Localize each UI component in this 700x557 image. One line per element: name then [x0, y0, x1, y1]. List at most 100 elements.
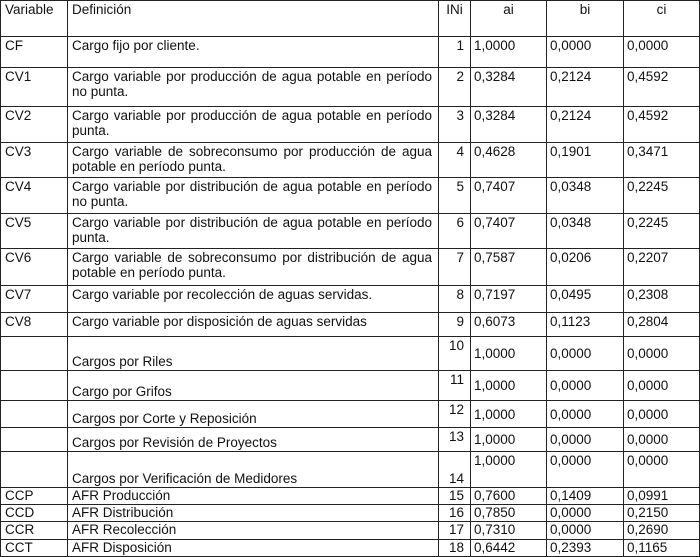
cell-bi: 0,0348 [546, 213, 624, 249]
cell-variable: CV1 [0, 67, 68, 107]
cell-ci: 0,2690 [623, 521, 700, 540]
cell-bi: 0,0348 [546, 177, 624, 214]
cell-ci: 0,2245 [623, 177, 700, 214]
cell-bi: 0,0000 [546, 36, 624, 68]
cell-bi: 0,0000 [546, 504, 624, 522]
cell-ai: 0,4628 [470, 142, 547, 178]
cell-bi: 0,0000 [546, 427, 624, 452]
cell-variable: CV4 [0, 177, 68, 214]
cell-ini: 4 [438, 142, 471, 178]
cell-ci: 0,4592 [623, 106, 700, 143]
cell-variable [0, 336, 68, 371]
cell-variable: CV8 [0, 312, 68, 337]
cell-definicion: Cargos por Revisión de Proyectos [67, 427, 439, 452]
cell-ai: 0,7850 [470, 504, 547, 522]
cell-ci: 0,0000 [623, 400, 700, 428]
cell-variable: CV5 [0, 213, 68, 249]
header-bi: bi [546, 0, 624, 37]
table-row: CV7 Cargo variable por recolección de agu… [0, 285, 700, 313]
cell-ai: 0,7587 [470, 248, 547, 286]
header-row: Variable Definición INi ai bi ci [0, 0, 700, 37]
cell-ai: 1,0000 [470, 36, 547, 68]
cell-definicion: AFR Recolección [67, 521, 439, 540]
cell-ci: 0,2308 [623, 285, 700, 313]
cell-bi: 0,0000 [546, 521, 624, 540]
table-row: Cargos por Corte y Reposición 12 1,0000 0,0… [0, 400, 700, 428]
cell-ini: 17 [438, 521, 471, 540]
cell-ini: 15 [438, 487, 471, 505]
cell-variable: CCD [0, 504, 68, 522]
cell-ini: 12 [438, 400, 471, 428]
table-row: CCT AFR Disposición 18 0,6442 0,2393 0,1165 [0, 539, 700, 557]
cell-ai: 0,7407 [470, 213, 547, 249]
cell-ci: 0,3471 [623, 142, 700, 178]
cell-bi: 0,2124 [546, 106, 624, 143]
cell-ci: 0,2150 [623, 504, 700, 522]
cell-variable [0, 400, 68, 428]
cell-ini: 9 [438, 312, 471, 337]
cell-ai: 0,7407 [470, 177, 547, 214]
table-row: CV3 Cargo variable de sobreconsumo por pr… [0, 142, 700, 178]
cell-bi: 0,2393 [546, 539, 624, 557]
table-row: Cargos por Revisión de Proyectos 13 1,0000… [0, 427, 700, 452]
cell-definicion: Cargo por Grifos [67, 370, 439, 401]
cell-variable [0, 370, 68, 401]
cell-variable: CCR [0, 521, 68, 540]
cell-definicion: Cargos por Verificación de Medidores [67, 451, 439, 488]
cell-definicion: Cargo variable por producción de agua po… [67, 67, 439, 107]
cell-ci: 0,2804 [623, 312, 700, 337]
cell-ini: 14 [438, 451, 471, 488]
cell-definicion: Cargo variable por distribución de agua … [67, 213, 439, 249]
header-ci: ci [623, 0, 700, 37]
cell-ai: 0,7310 [470, 521, 547, 540]
cell-ci: 0,0000 [623, 451, 700, 488]
cell-variable: CV6 [0, 248, 68, 286]
cell-definicion: Cargo fijo por cliente. [67, 36, 439, 68]
cell-ci: 0,2207 [623, 248, 700, 286]
cell-bi: 0,0206 [546, 248, 624, 286]
cell-ini: 5 [438, 177, 471, 214]
table-row: CCD AFR Distribución 16 0,7850 0,0000 0,2150 [0, 504, 700, 522]
cell-ini: 11 [438, 370, 471, 401]
table-row: CV2 Cargo variable por producción de agua… [0, 106, 700, 143]
cell-ai: 0,3284 [470, 106, 547, 143]
cell-ai: 0,3284 [470, 67, 547, 107]
cell-definicion: Cargo variable de sobreconsumo por distr… [67, 248, 439, 286]
table-row: CV1 Cargo variable por producción de agua… [0, 67, 700, 107]
cell-ini: 8 [438, 285, 471, 313]
header-definicion: Definición [67, 0, 439, 37]
cell-ini: 2 [438, 67, 471, 107]
cell-definicion: Cargo variable por producción de agua po… [67, 106, 439, 143]
header-ini: INi [438, 0, 471, 37]
cell-definicion: Cargos por Corte y Reposición [67, 400, 439, 428]
table-row: Cargos por Verificación de Medidores 14 1,… [0, 451, 700, 488]
cell-bi: 0,1901 [546, 142, 624, 178]
cell-ini: 7 [438, 248, 471, 286]
cell-definicion: AFR Disposición [67, 539, 439, 557]
cell-variable: CF [0, 36, 68, 68]
cell-variable [0, 427, 68, 452]
cell-ini: 10 [438, 336, 471, 371]
cell-ci: 0,2245 [623, 213, 700, 249]
table-row: CV6 Cargo variable de sobreconsumo por di… [0, 248, 700, 286]
header-variable: Variable [0, 0, 68, 37]
cell-bi: 0,0000 [546, 400, 624, 428]
cell-ci: 0,0991 [623, 487, 700, 505]
cell-ini: 16 [438, 504, 471, 522]
cell-variable: CV2 [0, 106, 68, 143]
cell-ini: 6 [438, 213, 471, 249]
cell-ci: 0,0000 [623, 36, 700, 68]
cell-ai: 0,6073 [470, 312, 547, 337]
table-row: CV4 Cargo variable por distribución de ag… [0, 177, 700, 214]
cell-variable [0, 451, 68, 488]
cell-variable: CV3 [0, 142, 68, 178]
cell-ai: 0,6442 [470, 539, 547, 557]
cell-definicion: Cargos por Riles [67, 336, 439, 371]
table-row: CCR AFR Recolección 17 0,7310 0,0000 0,2690 [0, 521, 700, 540]
cell-ini: 3 [438, 106, 471, 143]
table-row: Cargo por Grifos 11 1,0000 0,0000 0,0000 [0, 370, 700, 401]
cell-ci: 0,0000 [623, 427, 700, 452]
cell-definicion: Cargo variable por recolección de aguas … [67, 285, 439, 313]
cell-ai: 1,0000 [470, 427, 547, 452]
